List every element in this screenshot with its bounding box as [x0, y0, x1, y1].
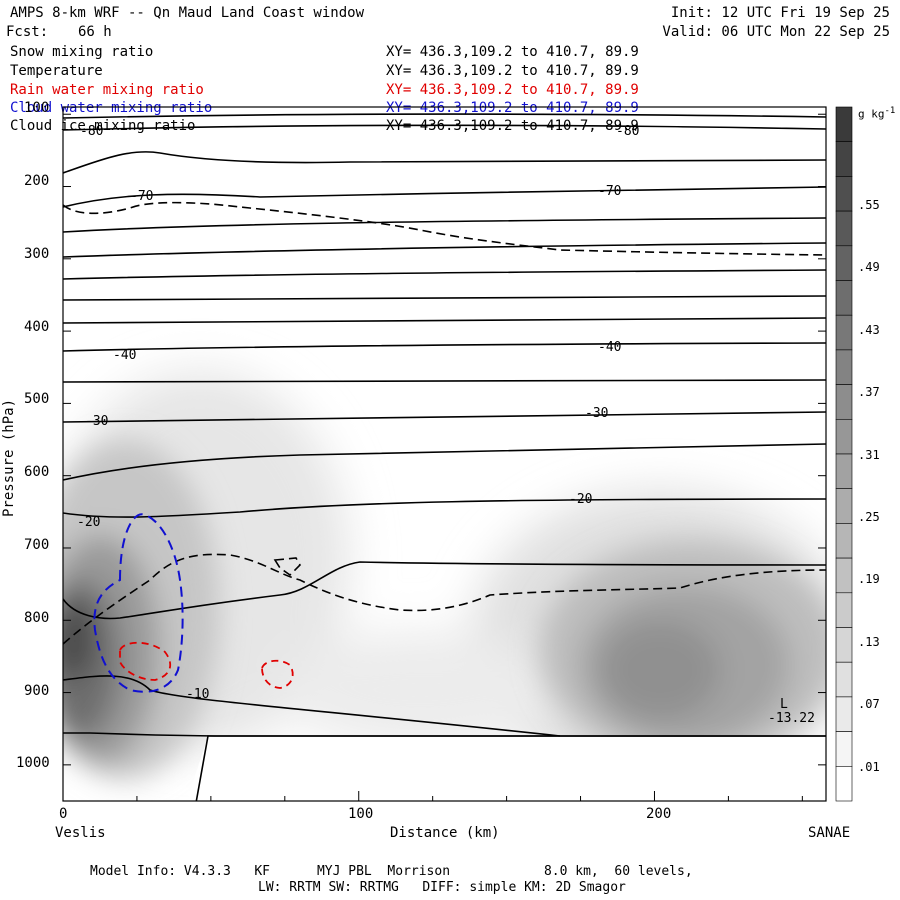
y-axis-ticks — [63, 113, 826, 766]
y-tick-label: 1000 — [16, 755, 50, 771]
y-tick-label: 200 — [24, 173, 50, 189]
field-name-cloud-water: Cloud water mixing ratio — [10, 100, 213, 116]
colorbar-swatch — [835, 627, 853, 663]
colorbar-label: .01 — [858, 760, 880, 774]
colorbar-swatch — [835, 453, 853, 490]
y-tick-label: 400 — [24, 319, 50, 335]
temp-label: -30 — [585, 406, 609, 421]
endpoint-right: SANAE — [808, 825, 851, 841]
forecast-label: Fcst: — [6, 24, 49, 40]
y-tick-label: 600 — [24, 464, 50, 480]
temp-label: -20 — [77, 515, 101, 530]
y-tick-label: 900 — [24, 683, 50, 699]
colorbar-swatch — [835, 661, 853, 698]
low-marker-value: -13.22 — [768, 711, 815, 726]
field-name-temperature: Temperature — [10, 63, 103, 79]
y-tick-label: 700 — [24, 537, 50, 553]
snow-shading — [63, 370, 826, 801]
endpoint-left: Veslis — [55, 825, 106, 841]
valid-time: Valid: 06 UTC Mon 22 Sep 25 — [662, 24, 890, 40]
colorbar-swatch — [835, 141, 853, 177]
y-tick-label: 800 — [24, 610, 50, 626]
colorbar-swatch — [835, 106, 853, 143]
colorbar-label: .31 — [858, 448, 880, 462]
x-axis-ticks — [62, 791, 803, 801]
temp-label: -40 — [598, 340, 622, 355]
x-tick-label: 200 — [646, 806, 672, 822]
temp-label: -30 — [85, 414, 109, 429]
colorbar-units-exp: -1 — [884, 106, 896, 116]
colorbar-swatch — [835, 488, 853, 524]
forecast-value: 66 h — [78, 24, 112, 40]
x-tick-label: 100 — [348, 806, 374, 822]
y-tick-label: 500 — [24, 391, 50, 407]
field-xy-temperature: XY= 436.3,109.2 to 410.7, 89.9 — [386, 63, 639, 79]
cloud-ice-contours — [63, 201, 826, 645]
temp-label: -20 — [569, 492, 593, 507]
colorbar-swatch — [835, 696, 853, 732]
temp-label: -70 — [598, 184, 622, 199]
temp-label: -80 — [80, 124, 104, 139]
terrain-line — [195, 735, 826, 801]
init-time: Init: 12 UTC Fri 19 Sep 25 — [670, 5, 890, 21]
field-xy-snow: XY= 436.3,109.2 to 410.7, 89.9 — [386, 44, 639, 60]
low-marker-label: L — [780, 697, 788, 712]
temp-label: -40 — [113, 348, 137, 363]
x-axis-label: Distance (km) — [390, 825, 500, 841]
colorbar-label: .19 — [858, 572, 880, 586]
model-info-line2: LW: RRTM SW: RRTMG DIFF: simple KM: 2D S… — [258, 880, 626, 895]
field-name-snow: Snow mixing ratio — [10, 44, 154, 60]
colorbar-swatch — [835, 210, 853, 247]
cloud-water-contour — [93, 513, 184, 693]
colorbar-swatch — [835, 418, 853, 455]
colorbar-label: .25 — [858, 510, 880, 524]
rain-water-contours — [119, 641, 294, 689]
colorbar-label: .07 — [858, 697, 880, 711]
colorbar-swatch — [835, 765, 853, 802]
colorbar-swatch — [835, 557, 853, 594]
colorbar-label: .37 — [858, 385, 880, 399]
colorbar-label: .13 — [858, 635, 880, 649]
plot-frame — [62, 106, 827, 802]
colorbar-swatch — [835, 280, 853, 316]
colorbar-swatch — [835, 245, 853, 281]
colorbar-label: .43 — [858, 323, 880, 337]
colorbar — [835, 106, 853, 802]
colorbar-swatch — [835, 384, 853, 420]
colorbar-label: .49 — [858, 260, 880, 274]
colorbar-swatch — [835, 592, 853, 628]
temp-label: -70 — [130, 189, 154, 204]
y-tick-label: 100 — [24, 100, 50, 116]
colorbar-swatch — [835, 314, 853, 351]
colorbar-swatch — [835, 176, 853, 212]
field-xy-cloud-water: XY= 436.3,109.2 to 410.7, 89.9 — [386, 100, 639, 116]
temp-label: -80 — [616, 124, 640, 139]
y-axis-label: Pressure (hPa) — [1, 398, 18, 518]
colorbar-swatch — [835, 731, 853, 767]
temp-label: -10 — [186, 687, 210, 702]
field-xy-rain: XY= 436.3,109.2 to 410.7, 89.9 — [386, 82, 639, 98]
colorbar-units: g kg-1 — [858, 103, 895, 123]
field-name-rain: Rain water mixing ratio — [10, 82, 204, 98]
colorbar-label: .55 — [858, 198, 880, 212]
colorbar-swatch — [835, 523, 853, 559]
colorbar-units-text: g kg — [858, 107, 885, 121]
colorbar-swatch — [835, 349, 853, 385]
model-info-line1: Model Info: V4.3.3 KF MYJ PBL Morrison 8… — [90, 864, 693, 879]
chart-title: AMPS 8-km WRF -- Qn Maud Land Coast wind… — [10, 5, 365, 21]
x-tick-label: 0 — [59, 806, 68, 822]
y-tick-label: 300 — [24, 246, 50, 262]
